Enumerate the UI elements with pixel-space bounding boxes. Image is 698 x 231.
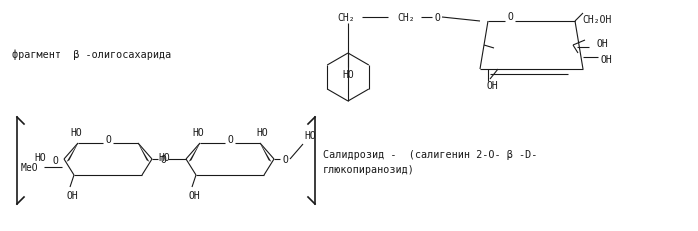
Text: HO: HO: [34, 152, 46, 162]
Text: O: O: [105, 134, 111, 144]
Text: OH: OH: [601, 55, 613, 65]
Text: OH: OH: [597, 39, 609, 49]
Text: O: O: [227, 134, 233, 144]
Text: HO: HO: [158, 152, 170, 162]
Text: O: O: [52, 155, 58, 165]
Polygon shape: [260, 143, 272, 162]
Text: CH₂: CH₂: [337, 13, 355, 23]
Text: Салидрозид -  (салигенин 2-O- β -D-: Салидрозид - (салигенин 2-O- β -D-: [323, 149, 537, 159]
Polygon shape: [188, 143, 200, 162]
Text: OH: OH: [66, 190, 78, 200]
Text: HO: HO: [70, 128, 82, 137]
Text: OH: OH: [188, 190, 200, 200]
Text: глюкопиранозид): глюкопиранозид): [323, 164, 415, 174]
Text: O: O: [434, 13, 440, 23]
Text: HO: HO: [304, 131, 316, 140]
Polygon shape: [138, 143, 149, 162]
Text: HO: HO: [256, 128, 268, 137]
Text: O: O: [160, 154, 166, 164]
Text: O: O: [282, 154, 288, 164]
Text: фрагмент  β -олигосахарида: фрагмент β -олигосахарида: [12, 49, 171, 60]
Text: MeO: MeO: [20, 162, 38, 172]
Text: OH: OH: [486, 81, 498, 91]
Text: O: O: [507, 12, 513, 22]
Text: HO: HO: [342, 70, 354, 80]
Polygon shape: [66, 143, 78, 162]
Text: CH₂OH: CH₂OH: [582, 15, 611, 25]
Text: HO: HO: [192, 128, 204, 137]
Text: CH₂: CH₂: [397, 13, 415, 23]
